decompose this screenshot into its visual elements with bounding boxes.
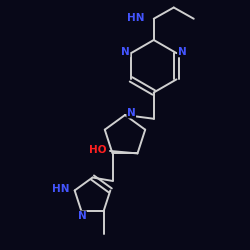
Text: N: N (127, 108, 136, 118)
Text: HO: HO (89, 145, 106, 155)
Text: HN: HN (128, 13, 145, 23)
Text: HN: HN (52, 184, 69, 194)
Text: N: N (121, 47, 130, 57)
Text: N: N (78, 211, 86, 221)
Text: N: N (178, 47, 186, 57)
